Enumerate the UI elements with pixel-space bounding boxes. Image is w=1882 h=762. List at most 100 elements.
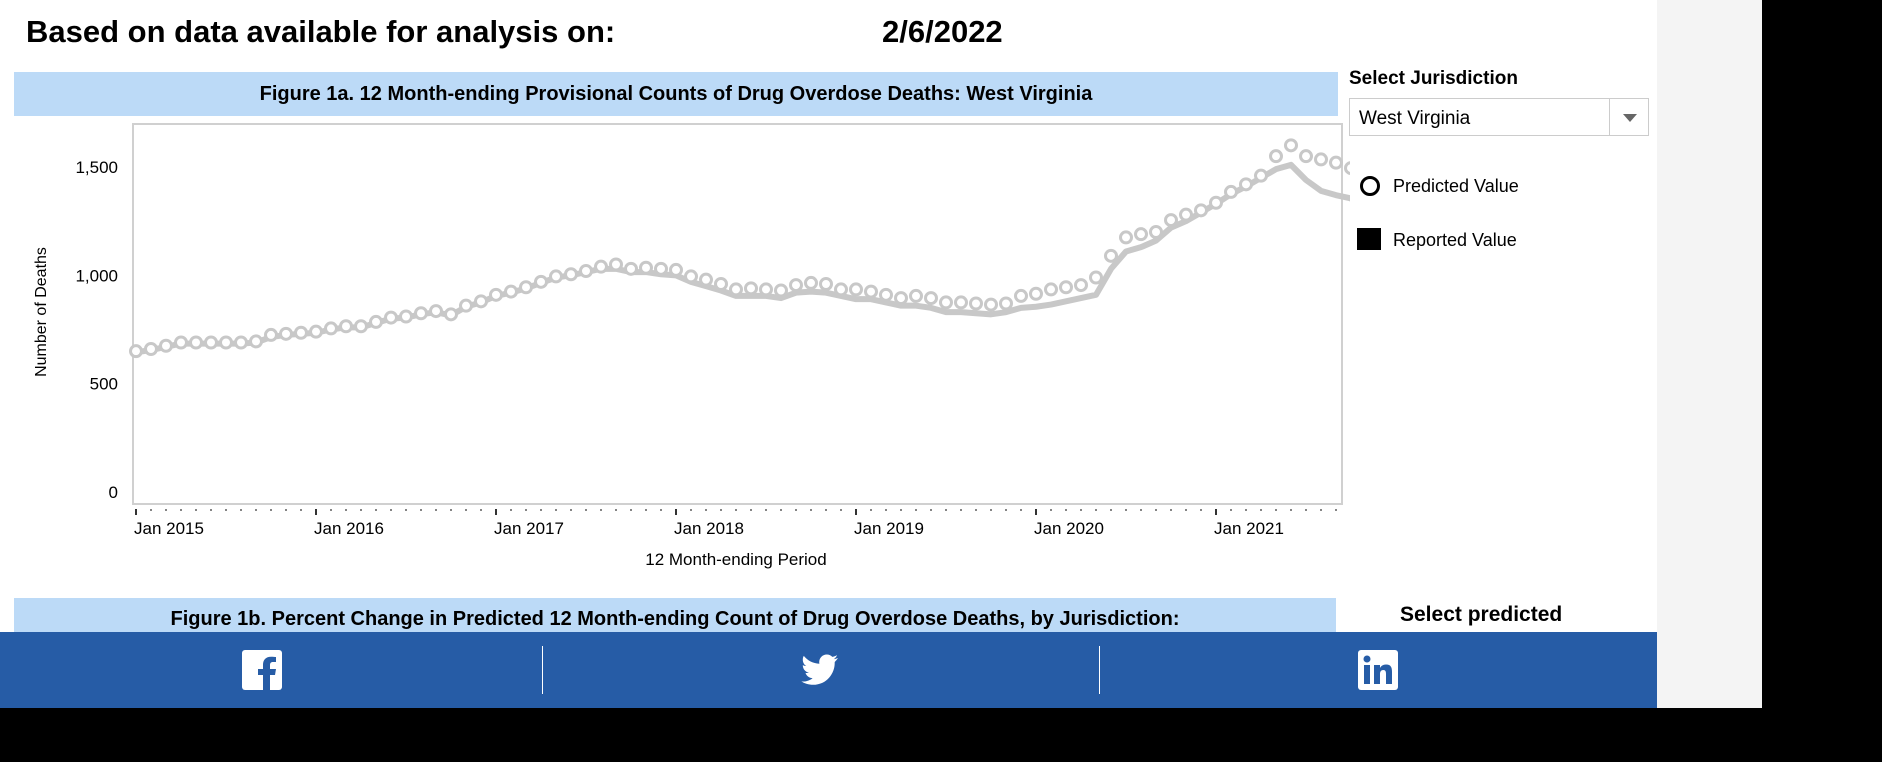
- predicted-point: [129, 344, 143, 359]
- predicted-point: [834, 282, 848, 297]
- predicted-point: [699, 272, 713, 287]
- overdose-chart: Jan 2015 Jan 2016 Jan 2017 Jan 2018 Jan 2019…: [33, 123, 1350, 569]
- predicted-point: [1344, 161, 1350, 176]
- predicted-point: [549, 269, 563, 284]
- predicted-point: [1299, 149, 1313, 164]
- predicted-point: [1119, 230, 1133, 245]
- predicted-point: [369, 314, 383, 329]
- legend-predicted: Predicted Value: [1393, 176, 1519, 196]
- predicted-point: [174, 335, 188, 350]
- divider: [542, 646, 543, 694]
- x-tick-label: Jan 2019: [854, 519, 924, 538]
- predicted-point: [609, 257, 623, 272]
- predicted-point: [954, 295, 968, 310]
- predicted-point: [939, 295, 953, 310]
- predicted-point: [1194, 203, 1208, 218]
- chevron-down-icon[interactable]: [1609, 99, 1648, 135]
- facebook-icon[interactable]: [242, 650, 282, 690]
- predicted-point: [759, 282, 773, 297]
- predicted-point: [1329, 155, 1343, 170]
- scrollbar-gutter: [1657, 0, 1762, 708]
- predicted-point: [1059, 280, 1073, 295]
- predicted-point: [729, 282, 743, 297]
- x-tick-label: Jan 2021: [1214, 519, 1284, 538]
- predicted-point: [714, 277, 728, 291]
- predicted-point: [639, 260, 653, 275]
- predicted-point: [309, 324, 323, 339]
- predicted-point: [1044, 282, 1058, 297]
- x-tick-label: Jan 2015: [134, 519, 204, 538]
- y-tick-label: 0: [109, 483, 118, 502]
- predicted-point: [384, 310, 398, 325]
- predicted-point: [1164, 213, 1178, 228]
- y-axis-title: Number of Deaths: [33, 247, 50, 377]
- predicted-point: [294, 325, 308, 340]
- predicted-point: [879, 287, 893, 302]
- predicted-point: [504, 284, 518, 299]
- predicted-point: [144, 342, 158, 356]
- figure-1a-title: Figure 1a. 12 Month-ending Provisional C…: [14, 72, 1338, 116]
- predicted-point: [444, 307, 458, 322]
- predicted-point: [969, 296, 983, 311]
- data-date: 2/6/2022: [882, 14, 1003, 49]
- x-tick-label: Jan 2018: [674, 519, 744, 538]
- predicted-point: [1284, 138, 1298, 153]
- legend-circle-icon: [1360, 176, 1380, 196]
- predicted-point: [1239, 177, 1253, 192]
- predicted-point: [564, 267, 578, 282]
- predicted-point: [489, 287, 503, 302]
- predicted-point: [1029, 286, 1043, 301]
- predicted-point: [819, 277, 833, 291]
- predicted-point: [1134, 227, 1148, 242]
- predicted-point: [744, 281, 758, 296]
- predicted-point: [1089, 270, 1103, 285]
- predicted-point: [429, 304, 443, 319]
- predicted-point: [1179, 207, 1193, 222]
- x-axis-title: 12 Month-ending Period: [645, 550, 826, 569]
- share-footer: [0, 632, 1657, 708]
- twitter-icon[interactable]: [800, 650, 840, 690]
- predicted-point: [804, 275, 818, 290]
- predicted-point: [159, 338, 173, 353]
- predicted-point: [909, 288, 923, 303]
- legend-square-icon: [1357, 228, 1381, 250]
- x-tick-label: Jan 2016: [314, 519, 384, 538]
- predicted-point: [519, 280, 533, 295]
- data-date-label: Based on data available for analysis on:: [26, 14, 616, 49]
- predicted-point: [1314, 152, 1328, 167]
- predicted-point: [414, 306, 428, 321]
- predicted-point: [999, 296, 1013, 311]
- predicted-point: [459, 298, 473, 313]
- predicted-point: [1104, 248, 1118, 263]
- figure-1b-title: Figure 1b. Percent Change in Predicted 1…: [14, 598, 1336, 632]
- linkedin-icon[interactable]: [1358, 650, 1398, 690]
- predicted-point: [984, 297, 998, 312]
- jurisdiction-dropdown[interactable]: West Virginia: [1349, 98, 1649, 136]
- predicted-point: [234, 335, 248, 350]
- jurisdiction-selected: West Virginia: [1359, 108, 1471, 129]
- predicted-point: [264, 327, 278, 342]
- predicted-point: [1269, 149, 1283, 164]
- y-tick-label: 1,000: [75, 266, 118, 285]
- predicted-point: [219, 335, 233, 350]
- predicted-point: [774, 283, 788, 298]
- predicted-point: [1209, 195, 1223, 210]
- jurisdiction-label: Select Jurisdiction: [1349, 68, 1518, 89]
- predicted-point: [1149, 225, 1163, 239]
- predicted-point: [624, 261, 638, 276]
- predicted-point: [399, 309, 413, 324]
- predicted-point: [204, 335, 218, 350]
- predicted-point: [189, 335, 203, 350]
- predicted-point: [339, 319, 353, 334]
- predicted-point: [474, 294, 488, 309]
- page: Based on data available for analysis on:…: [0, 0, 1657, 708]
- predicted-point: [279, 326, 293, 341]
- y-tick-label: 1,500: [75, 158, 118, 177]
- predicted-point: [654, 261, 668, 276]
- predicted-point: [249, 334, 263, 349]
- predicted-point: [594, 259, 608, 274]
- predicted-point: [894, 291, 908, 306]
- select-predicted-label: Select predicted: [1400, 603, 1563, 626]
- predicted-point: [864, 284, 878, 299]
- x-tick-label: Jan 2017: [494, 519, 564, 538]
